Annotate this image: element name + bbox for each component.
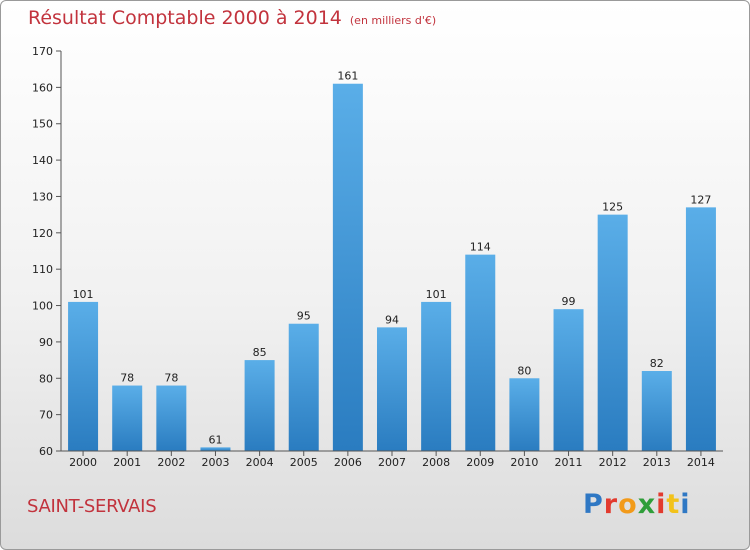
bar-2009 bbox=[465, 254, 496, 451]
y-tick-label: 80 bbox=[39, 372, 53, 385]
value-label-2000: 101 bbox=[73, 288, 94, 301]
x-tick-label-2005: 2005 bbox=[290, 456, 318, 469]
value-label-2002: 78 bbox=[164, 372, 178, 385]
x-tick-label-2000: 2000 bbox=[69, 456, 97, 469]
y-tick-label: 100 bbox=[32, 300, 53, 313]
value-label-2008: 101 bbox=[426, 288, 447, 301]
x-tick-label-2012: 2012 bbox=[599, 456, 627, 469]
bar-2011 bbox=[553, 309, 584, 451]
proxiti-logo: Proxiti bbox=[583, 489, 691, 520]
value-label-2012: 125 bbox=[602, 201, 623, 214]
logo-letter: i bbox=[656, 489, 667, 520]
value-label-2007: 94 bbox=[385, 313, 399, 326]
place-name: SAINT-SERVAIS bbox=[27, 496, 157, 517]
x-tick-label-2006: 2006 bbox=[334, 456, 362, 469]
y-tick-label: 160 bbox=[32, 81, 53, 94]
value-label-2009: 114 bbox=[470, 241, 491, 254]
x-tick-label-2007: 2007 bbox=[378, 456, 406, 469]
bar-2013 bbox=[641, 371, 672, 451]
logo-letter: o bbox=[618, 489, 638, 520]
value-label-2004: 85 bbox=[253, 346, 267, 359]
y-tick-label: 60 bbox=[39, 445, 53, 458]
logo-letter: x bbox=[637, 489, 657, 520]
value-label-2013: 82 bbox=[650, 357, 664, 370]
x-tick-label-2014: 2014 bbox=[687, 456, 715, 469]
logo-letter: r bbox=[603, 489, 619, 520]
axes-group: 60 70 80 90 100 110 120 130 140 150 160 170 2000 2001… bbox=[32, 45, 723, 469]
logo-letter: t bbox=[666, 489, 681, 520]
y-tick-label: 120 bbox=[32, 227, 53, 240]
value-label-2010: 80 bbox=[517, 364, 531, 377]
y-tick-label: 140 bbox=[32, 154, 53, 167]
x-tick-label-2013: 2013 bbox=[643, 456, 671, 469]
chart-subtitle: (en milliers d'€) bbox=[349, 14, 437, 27]
value-label-2014: 127 bbox=[690, 193, 711, 206]
bar-2012 bbox=[597, 214, 628, 451]
x-tick-label-2009: 2009 bbox=[466, 456, 494, 469]
y-tick-label: 110 bbox=[32, 263, 53, 276]
y-tick-label: 130 bbox=[32, 190, 53, 203]
bar-2008 bbox=[421, 301, 452, 451]
x-tick-label-2001: 2001 bbox=[113, 456, 141, 469]
x-tick-label-2003: 2003 bbox=[201, 456, 229, 469]
y-tick-label: 150 bbox=[32, 118, 53, 131]
bar-2006 bbox=[332, 83, 363, 452]
bar-2005 bbox=[288, 323, 319, 451]
logo-letter: i bbox=[680, 489, 691, 520]
value-label-2006: 161 bbox=[337, 70, 358, 83]
bar-2007 bbox=[377, 327, 407, 451]
bar-2002 bbox=[156, 385, 187, 451]
bar-2001 bbox=[112, 385, 143, 451]
bar-2010 bbox=[509, 378, 540, 451]
x-tick-label-2008: 2008 bbox=[422, 456, 450, 469]
value-label-2005: 95 bbox=[297, 310, 311, 323]
value-label-2003: 61 bbox=[208, 433, 222, 446]
y-tick-label: 170 bbox=[32, 45, 53, 58]
bars-group: 101 78 78 61 85 95 161 94 101 114 80 99 125 82 127 bbox=[68, 70, 716, 452]
y-tick-label: 70 bbox=[39, 409, 53, 422]
y-tick-label: 90 bbox=[39, 336, 53, 349]
x-tick-label-2004: 2004 bbox=[246, 456, 274, 469]
value-label-2001: 78 bbox=[120, 372, 134, 385]
x-tick-label-2011: 2011 bbox=[555, 456, 583, 469]
chart-title-text: Résultat Comptable 2000 à 2014 bbox=[28, 7, 342, 29]
x-tick-label-2010: 2010 bbox=[510, 456, 538, 469]
bar-2014 bbox=[685, 207, 716, 451]
x-tick-label-2002: 2002 bbox=[157, 456, 185, 469]
value-label-2011: 99 bbox=[562, 295, 576, 308]
logo-letter: P bbox=[583, 489, 604, 520]
bar-2003 bbox=[200, 447, 231, 451]
bar-2004 bbox=[244, 360, 275, 451]
chart-title: Résultat Comptable 2000 à 2014 (en millie… bbox=[28, 7, 436, 29]
bar-2000 bbox=[68, 301, 99, 451]
